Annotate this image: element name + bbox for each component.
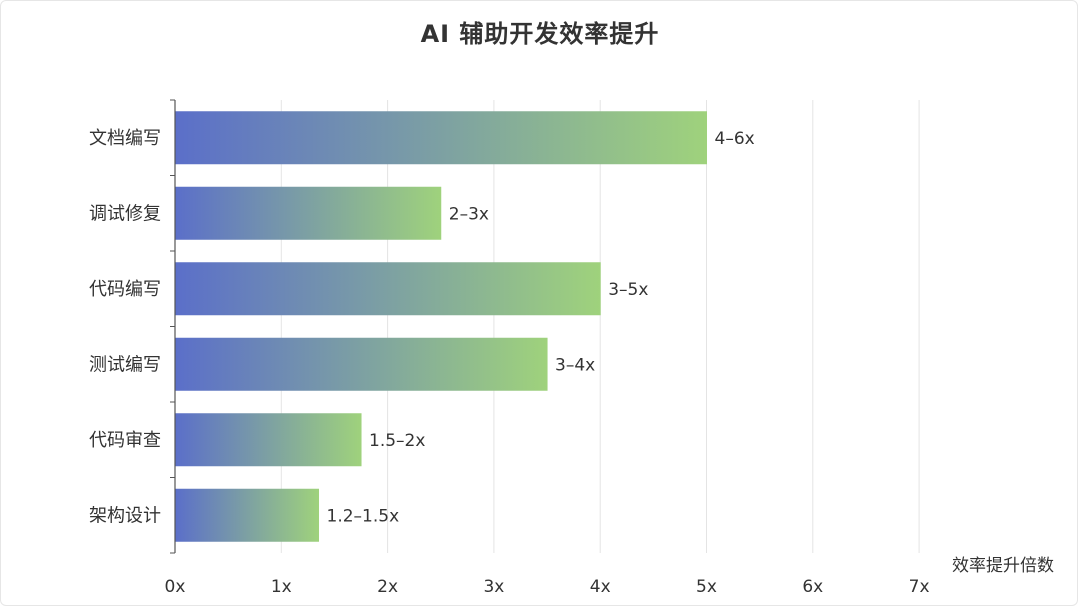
value-label: 1.2–1.5x bbox=[327, 506, 400, 526]
bars bbox=[175, 111, 707, 542]
value-label: 2–3x bbox=[449, 204, 489, 224]
x-tick-label: 6x bbox=[802, 577, 823, 597]
x-tick-label: 2x bbox=[377, 577, 398, 597]
value-label: 3–5x bbox=[608, 280, 648, 300]
x-tick-label: 4x bbox=[590, 577, 611, 597]
bar bbox=[175, 413, 362, 467]
bar bbox=[175, 337, 548, 391]
bar bbox=[175, 111, 707, 165]
bar bbox=[175, 488, 320, 542]
x-tick-label: 5x bbox=[696, 577, 717, 597]
category-label: 文档编写 bbox=[89, 128, 161, 149]
labels: 0x 1x 2x 3x 4x 5x 6x 7x 效率提升倍数 文档编写 4–6x 调试修复 2–3x 代码… bbox=[89, 128, 1054, 597]
chart-title: AI 辅助开发效率提升 bbox=[420, 20, 660, 48]
axes bbox=[170, 99, 176, 554]
category-label: 调试修复 bbox=[89, 203, 161, 224]
x-tick-label: 0x bbox=[165, 577, 186, 597]
x-axis-title: 效率提升倍数 bbox=[952, 556, 1054, 576]
value-label: 4–6x bbox=[715, 129, 755, 149]
x-tick-label: 3x bbox=[483, 577, 504, 597]
grid-lines bbox=[280, 100, 920, 553]
bar bbox=[175, 262, 601, 316]
value-label: 3–4x bbox=[555, 355, 595, 375]
bar bbox=[175, 186, 442, 240]
category-label: 代码审查 bbox=[89, 430, 161, 451]
x-tick-label: 1x bbox=[271, 577, 292, 597]
category-label: 代码编写 bbox=[89, 279, 161, 300]
value-label: 1.5–2x bbox=[369, 431, 425, 451]
x-tick-label: 7x bbox=[909, 577, 930, 597]
category-label: 测试编写 bbox=[89, 354, 161, 375]
category-label: 架构设计 bbox=[89, 505, 161, 526]
